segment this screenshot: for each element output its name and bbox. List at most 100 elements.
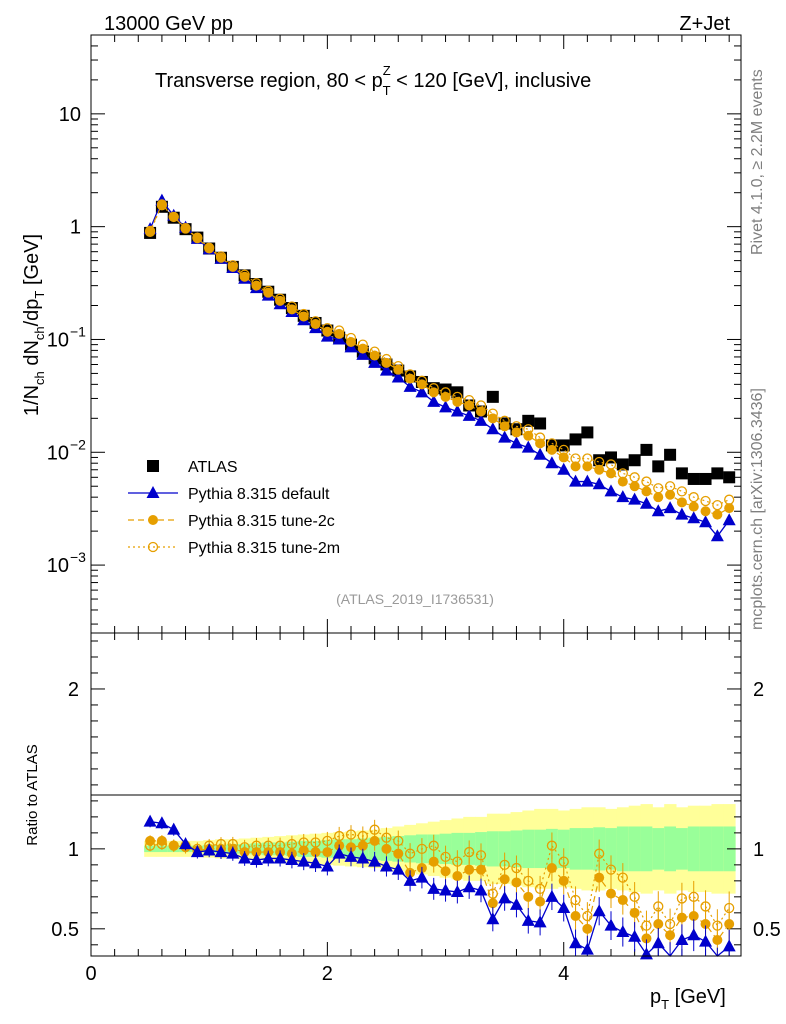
main-point-1 bbox=[580, 474, 594, 487]
ratio-point-2 bbox=[320, 859, 334, 872]
ratio-point-2 bbox=[486, 912, 500, 925]
ratio-point-2 bbox=[450, 885, 464, 898]
ratio-point-2 bbox=[439, 883, 453, 896]
ratio-point-2 bbox=[249, 853, 263, 866]
ratio-point-2 bbox=[273, 851, 287, 864]
energy-label: 13000 GeV pp bbox=[104, 13, 233, 35]
band-inner-bin bbox=[699, 826, 712, 872]
ratio-point-2 bbox=[592, 904, 606, 917]
ratio-point-2 bbox=[379, 859, 393, 872]
ratio-point-2 bbox=[143, 814, 157, 827]
ratio-point-2 bbox=[509, 897, 523, 910]
main-point-0 bbox=[569, 433, 582, 446]
ratio-point-1 bbox=[688, 911, 699, 922]
band-inner-bin bbox=[522, 829, 535, 869]
main-point-1 bbox=[498, 430, 512, 443]
main-point-1 bbox=[403, 379, 417, 392]
band-inner-bin bbox=[640, 826, 653, 872]
ratio-point-1 bbox=[357, 840, 368, 851]
band-inner-bin bbox=[581, 828, 594, 870]
main-point-3 bbox=[523, 424, 534, 435]
legend-marker-1 bbox=[146, 486, 160, 498]
legend-label-3: Pythia 8.315 tune-2m bbox=[188, 540, 340, 557]
main-point-3 bbox=[546, 438, 558, 449]
main-point-1 bbox=[545, 456, 559, 469]
ratio-point-1 bbox=[617, 895, 628, 906]
main-point-2 bbox=[310, 319, 321, 330]
plot-title-sub: T bbox=[383, 83, 391, 98]
legend-label-1: Pythia 8.315 default bbox=[188, 486, 330, 503]
main-point-1 bbox=[368, 355, 382, 368]
ratio-point-1 bbox=[582, 923, 593, 934]
xlabel-end: [GeV] bbox=[669, 986, 726, 1008]
ratio-point-2 bbox=[190, 845, 204, 858]
ylabel-main-c: /dp bbox=[21, 299, 43, 327]
ratio-point-2 bbox=[202, 843, 216, 856]
main-point-1 bbox=[710, 529, 724, 542]
legend-marker-3 bbox=[147, 541, 159, 553]
main-point-3 bbox=[310, 316, 321, 327]
legend-marker-2 bbox=[148, 515, 158, 525]
main-point-2 bbox=[653, 492, 664, 503]
main-point-0 bbox=[616, 458, 629, 471]
main-point-1 bbox=[616, 490, 630, 503]
main-point-2 bbox=[594, 464, 605, 475]
ratio-line-0 bbox=[150, 828, 730, 927]
ratio-point-2 bbox=[155, 816, 169, 829]
ratio-point-0 bbox=[464, 846, 475, 858]
main-point-0 bbox=[675, 467, 688, 480]
main-point-1 bbox=[533, 447, 547, 460]
band-inner-bin bbox=[687, 826, 701, 872]
ratio-point-1 bbox=[464, 864, 475, 875]
ratio-point-2 bbox=[167, 822, 181, 835]
main-point-3 bbox=[345, 332, 357, 344]
ratio-point-1 bbox=[606, 888, 616, 899]
ratio-point-2 bbox=[391, 862, 405, 875]
main-point-2 bbox=[381, 357, 392, 368]
y-tick-label-ratio-right: 1 bbox=[753, 839, 764, 861]
ratio-point-1 bbox=[712, 935, 723, 946]
xlabel-main: p bbox=[650, 986, 661, 1008]
main-point-3 bbox=[653, 483, 664, 494]
ratio-point-2 bbox=[604, 918, 618, 931]
main-point-3 bbox=[168, 211, 179, 223]
main-point-3 bbox=[570, 453, 581, 464]
ratio-point-2 bbox=[628, 929, 642, 942]
main-point-2 bbox=[251, 280, 262, 291]
ratio-point-0 bbox=[546, 840, 558, 851]
main-point-1 bbox=[486, 422, 500, 435]
ratio-point-2 bbox=[356, 851, 370, 864]
main-point-2 bbox=[464, 400, 475, 411]
ratio-point-2 bbox=[403, 873, 417, 886]
ratio-point-0 bbox=[416, 843, 428, 855]
x-tick-label: 4 bbox=[558, 963, 569, 985]
y-tick-label-main: 10 bbox=[59, 104, 81, 126]
main-point-1 bbox=[391, 370, 405, 383]
plot-title-main: Transverse region, 80 < p bbox=[155, 70, 383, 92]
band-inner-bin bbox=[605, 828, 618, 870]
plot-title-rest: < 120 [GeV], inclusive bbox=[391, 70, 592, 92]
main-point-0 bbox=[711, 467, 724, 480]
main-point-3 bbox=[286, 301, 298, 312]
main-point-0 bbox=[581, 426, 594, 439]
ratio-point-2 bbox=[344, 849, 358, 862]
ratio-axis-ticks: 2 2 1 1 0.5 0.5 bbox=[51, 640, 781, 946]
band-inner-bin bbox=[486, 831, 500, 867]
ratio-point-1 bbox=[523, 891, 534, 902]
ratio-point-0 bbox=[558, 856, 569, 867]
ratio-point-1 bbox=[629, 907, 640, 918]
main-point-1 bbox=[439, 400, 453, 413]
main-point-3 bbox=[357, 339, 368, 350]
ratio-point-2 bbox=[580, 942, 594, 955]
y-tick-label-exp: −1 bbox=[70, 323, 86, 339]
ratio-point-2 bbox=[699, 934, 713, 947]
main-point-3 bbox=[534, 432, 546, 443]
main-point-3 bbox=[156, 200, 168, 211]
ylabel-main: 1/Nch dNch/dpT [GeV] bbox=[21, 234, 47, 416]
main-point-3 bbox=[688, 492, 699, 503]
main-point-3 bbox=[712, 499, 723, 511]
main-point-0 bbox=[628, 454, 641, 467]
ratio-point-2 bbox=[462, 880, 476, 893]
ratio-point-2 bbox=[332, 846, 346, 859]
y-tick-label-main: 1 bbox=[70, 217, 81, 239]
